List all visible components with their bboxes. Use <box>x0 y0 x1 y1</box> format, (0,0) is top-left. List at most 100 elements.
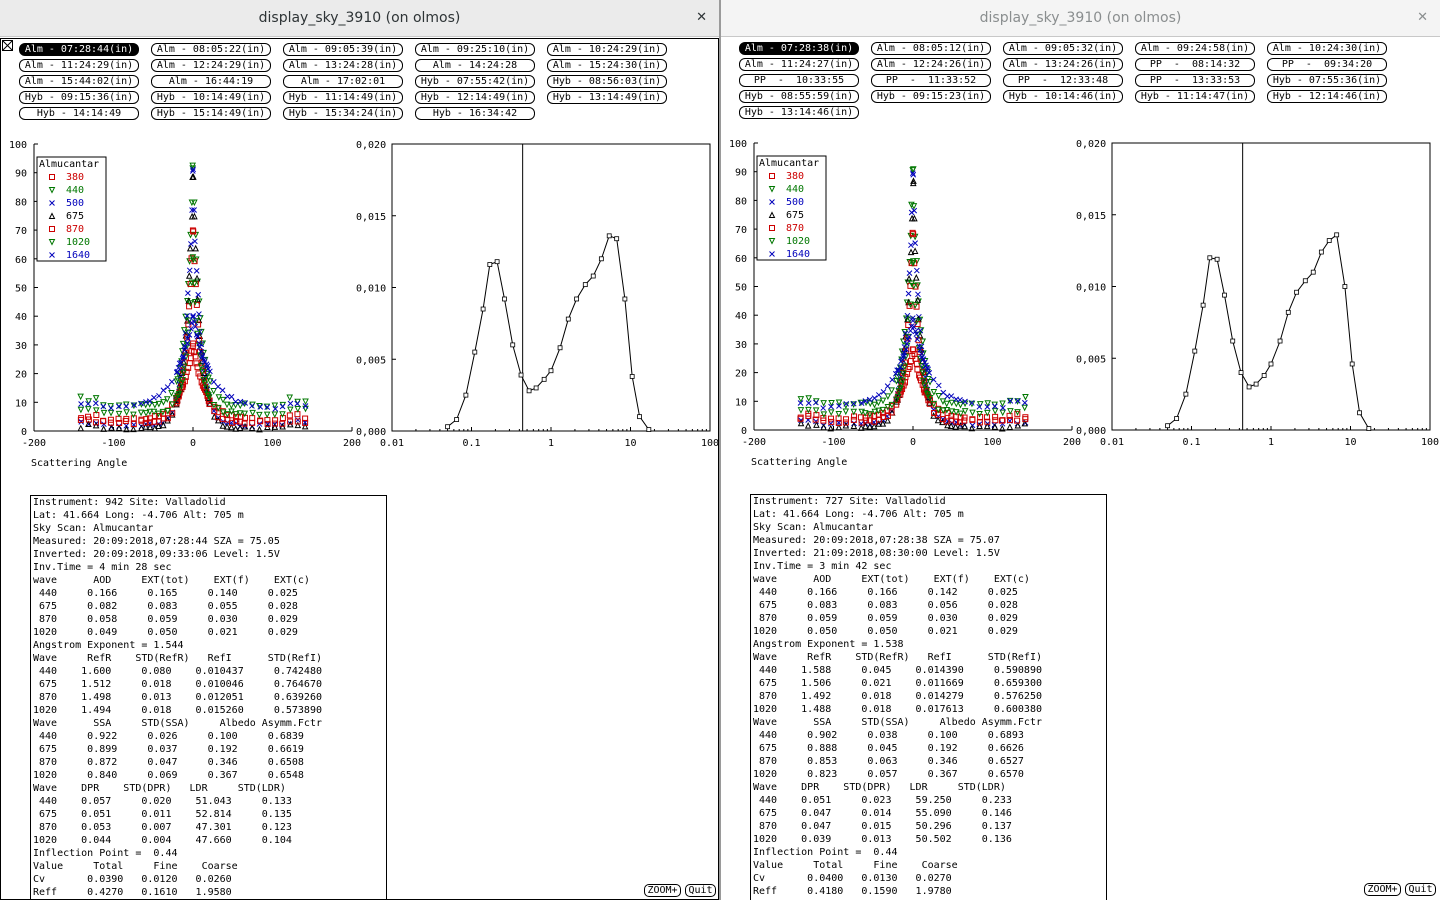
sky-radiance-point <box>302 403 309 409</box>
scan-button[interactable]: Hyb - 13:14:46(in) <box>739 106 859 119</box>
scan-button[interactable]: Hyb - 13:14:49(in) <box>547 91 667 104</box>
info-line: 675 0.047 0.014 55.090 0.146 <box>753 808 1012 819</box>
scan-button[interactable]: Alm - 15:24:30(in) <box>547 59 667 72</box>
scan-button[interactable]: PP - 09:34:20 <box>1267 58 1387 71</box>
sky-radiance-point <box>909 258 917 265</box>
sky-radiance-point <box>302 405 309 413</box>
scan-button[interactable]: Alm - 10:24:30(in) <box>1267 42 1387 55</box>
sky-y-tick-label: 30 <box>15 341 27 352</box>
scan-button[interactable]: Alm - 15:44:02(in) <box>19 75 139 88</box>
scan-button[interactable]: Alm - 16:44:19 <box>151 75 271 88</box>
scan-button[interactable]: Hyb - 07:55:36(in) <box>1267 74 1387 87</box>
scan-button[interactable]: PP - 10:33:55 <box>739 74 859 87</box>
sky-radiance-point <box>168 390 175 397</box>
scan-button[interactable]: Alm - 14:24:28 <box>415 59 535 72</box>
scan-button[interactable]: Alm - 17:02:01 <box>283 75 403 88</box>
sky-radiance-point <box>186 267 193 274</box>
scan-button[interactable]: Hyb - 07:55:42(in) <box>415 75 535 88</box>
scan-button[interactable]: Alm - 07:28:44(in) <box>19 43 139 56</box>
sky-radiance-point <box>286 412 293 419</box>
sky-radiance-point <box>969 416 976 423</box>
scan-button[interactable]: Hyb - 16:34:42 <box>415 107 535 120</box>
close-icon[interactable]: ✕ <box>1417 10 1428 25</box>
sky-radiance-point <box>92 400 99 407</box>
scan-button[interactable]: Alm - 08:05:22(in) <box>151 43 271 56</box>
scan-button[interactable]: Alm - 13:24:26(in) <box>1003 58 1123 71</box>
sky-radiance-point <box>1006 397 1014 405</box>
scan-button[interactable]: Alm - 09:24:58(in) <box>1135 42 1255 55</box>
sky-radiance-point <box>898 381 905 389</box>
info-panel: Instrument: 942 Site: Valladolid Lat: 41.… <box>30 495 387 900</box>
sky-radiance-point <box>842 416 849 423</box>
scan-button[interactable]: Alm - 12:24:29(in) <box>151 59 271 72</box>
psd-point <box>463 392 469 398</box>
scan-button[interactable]: Alm - 11:24:29(in) <box>19 59 139 72</box>
scan-button[interactable]: Alm - 08:05:12(in) <box>871 42 991 55</box>
scan-button[interactable]: Hyb - 08:56:03(in) <box>547 75 667 88</box>
scan-button[interactable]: Hyb - 15:14:49(in) <box>151 107 271 120</box>
sky-radiance-point <box>272 417 279 424</box>
scan-button[interactable]: Alm - 09:25:10(in) <box>415 43 535 56</box>
scan-button[interactable]: Hyb - 09:15:23(in) <box>871 90 991 103</box>
info-line: Inflection Point = 0.44 <box>33 848 178 859</box>
scan-button[interactable]: Alm - 13:24:28(in) <box>283 59 403 72</box>
scan-button[interactable]: Hyb - 09:15:36(in) <box>19 91 139 104</box>
scan-button[interactable]: Hyb - 10:14:49(in) <box>151 91 271 104</box>
sky-radiance-point <box>884 383 891 389</box>
legend-marker <box>49 252 55 258</box>
sky-radiance-point <box>108 405 114 411</box>
legend-entry: 1640 <box>66 250 90 261</box>
scan-button[interactable]: Hyb - 11:14:49(in) <box>283 91 403 104</box>
sky-radiance-point <box>835 419 842 426</box>
sky-radiance-point <box>193 267 200 274</box>
zoom-button[interactable]: ZOOM+ <box>1364 883 1401 896</box>
sky-radiance-point <box>1021 404 1028 412</box>
close-icon[interactable]: ✕ <box>696 10 707 25</box>
scan-button[interactable]: Hyb - 12:14:49(in) <box>415 91 535 104</box>
sky-radiance-point <box>948 393 955 399</box>
scan-button[interactable]: Hyb - 08:55:59(in) <box>739 90 859 103</box>
sky-radiance-point <box>820 417 827 424</box>
sky-radiance-point <box>155 400 163 408</box>
psd-point <box>494 259 500 265</box>
sky-radiance-point <box>1006 412 1013 419</box>
sky-radiance-point <box>195 291 202 298</box>
sky-radiance-point <box>173 400 180 408</box>
quit-button[interactable]: Quit <box>1405 883 1436 896</box>
scan-button[interactable]: PP - 08:14:32 <box>1135 58 1255 71</box>
scan-button[interactable]: PP - 12:33:48 <box>1003 74 1123 87</box>
scan-button[interactable]: Alm - 09:05:39(in) <box>283 43 403 56</box>
scan-button[interactable]: PP - 13:33:53 <box>1135 74 1255 87</box>
sky-radiance-point <box>219 422 227 429</box>
scan-button[interactable]: Hyb - 11:14:47(in) <box>1135 90 1255 103</box>
info-line: 675 1.506 0.021 0.011669 0.659300 <box>753 678 1042 689</box>
zoom-button[interactable]: ZOOM+ <box>644 884 681 897</box>
sky-radiance-point <box>894 367 900 374</box>
scan-button[interactable]: Hyb - 14:14:49 <box>19 107 139 120</box>
info-line: 870 1.498 0.013 0.012051 0.639260 <box>33 692 322 703</box>
info-line: Cv 0.0400 0.0130 0.0270 <box>753 873 952 884</box>
scan-button[interactable]: Alm - 12:24:26(in) <box>871 58 991 71</box>
sky-radiance-point <box>805 400 812 406</box>
sky-radiance-point <box>233 418 240 425</box>
scan-button[interactable]: Alm - 07:28:38(in) <box>739 42 859 55</box>
legend: Almucantar 380 440 500 675 870 1020 1640 <box>36 156 107 262</box>
scan-button[interactable]: Hyb - 12:14:46(in) <box>1267 90 1387 103</box>
scan-button[interactable]: Hyb - 10:14:46(in) <box>1003 90 1123 103</box>
scan-button[interactable]: Hyb - 15:34:24(in) <box>283 107 403 120</box>
quit-button[interactable]: Quit <box>685 884 716 897</box>
sky-radiance-point <box>913 331 920 337</box>
info-line: 675 0.083 0.083 0.056 0.028 <box>753 600 1018 611</box>
scan-button[interactable]: Alm - 10:24:29(in) <box>547 43 667 56</box>
sky-y-tick-label: 50 <box>15 284 27 295</box>
sky-radiance-point <box>159 408 167 416</box>
scan-button[interactable]: Alm - 11:24:27(in) <box>739 58 859 71</box>
sky-radiance-point <box>1006 423 1014 430</box>
scan-button[interactable]: Alm - 09:05:32(in) <box>1003 42 1123 55</box>
scan-button[interactable]: PP - 11:33:52 <box>871 74 991 87</box>
psd-point <box>1183 391 1189 397</box>
info-line: Wave SSA STD(SSA) Albedo Asymm.Fctr <box>753 717 1042 728</box>
info-line: 675 0.051 0.011 52.814 0.135 <box>33 809 292 820</box>
sky-y-tick-label: 10 <box>15 398 27 409</box>
